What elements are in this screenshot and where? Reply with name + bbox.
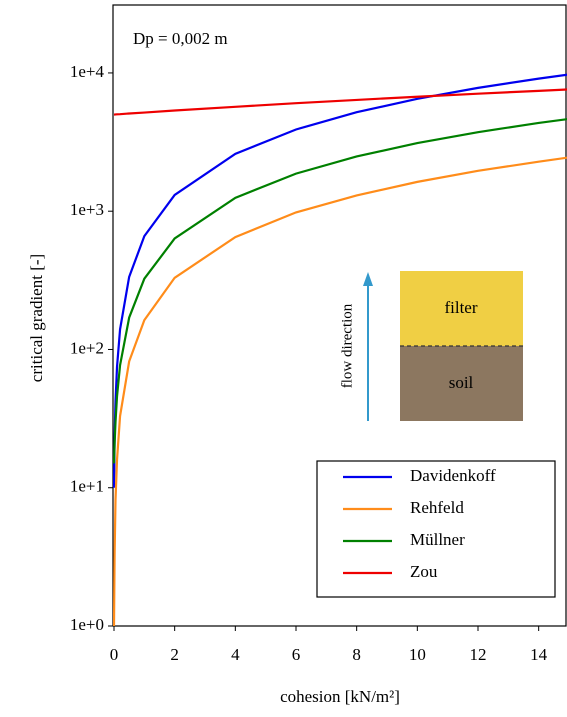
legend-label: Davidenkoff bbox=[410, 466, 496, 485]
flow-label: flow direction bbox=[339, 303, 355, 388]
x-tick-label: 4 bbox=[231, 645, 240, 664]
y-tick-label: 1e+4 bbox=[70, 62, 105, 81]
legend-label: Rehfeld bbox=[410, 498, 464, 517]
x-tick-label: 12 bbox=[470, 645, 487, 664]
x-tick-label: 8 bbox=[352, 645, 361, 664]
x-tick-label: 6 bbox=[292, 645, 301, 664]
inset: filter soil flow direction bbox=[339, 271, 523, 421]
y-axis-label: critical gradient [-] bbox=[27, 254, 46, 382]
filter-label: filter bbox=[444, 298, 477, 317]
legend-label: Müllner bbox=[410, 530, 465, 549]
flow-arrow-head bbox=[363, 272, 373, 286]
x-tick-label: 10 bbox=[409, 645, 426, 664]
series-line bbox=[114, 89, 567, 114]
annotation: Dp = 0,002 m bbox=[133, 29, 228, 48]
chart: Dp = 0,002 m cohesion [kN/m²] critical g… bbox=[0, 0, 567, 717]
y-tick-label: 1e+1 bbox=[70, 477, 104, 496]
y-tick-label: 1e+0 bbox=[70, 615, 104, 634]
x-axis-label: cohesion [kN/m²] bbox=[280, 687, 400, 706]
y-tick-label: 1e+2 bbox=[70, 338, 104, 357]
y-tick-label: 1e+3 bbox=[70, 200, 104, 219]
x-tick-label: 14 bbox=[530, 645, 548, 664]
x-tick-label: 0 bbox=[110, 645, 119, 664]
legend-label: Zou bbox=[410, 562, 438, 581]
soil-label: soil bbox=[449, 373, 474, 392]
x-tick-label: 2 bbox=[170, 645, 179, 664]
